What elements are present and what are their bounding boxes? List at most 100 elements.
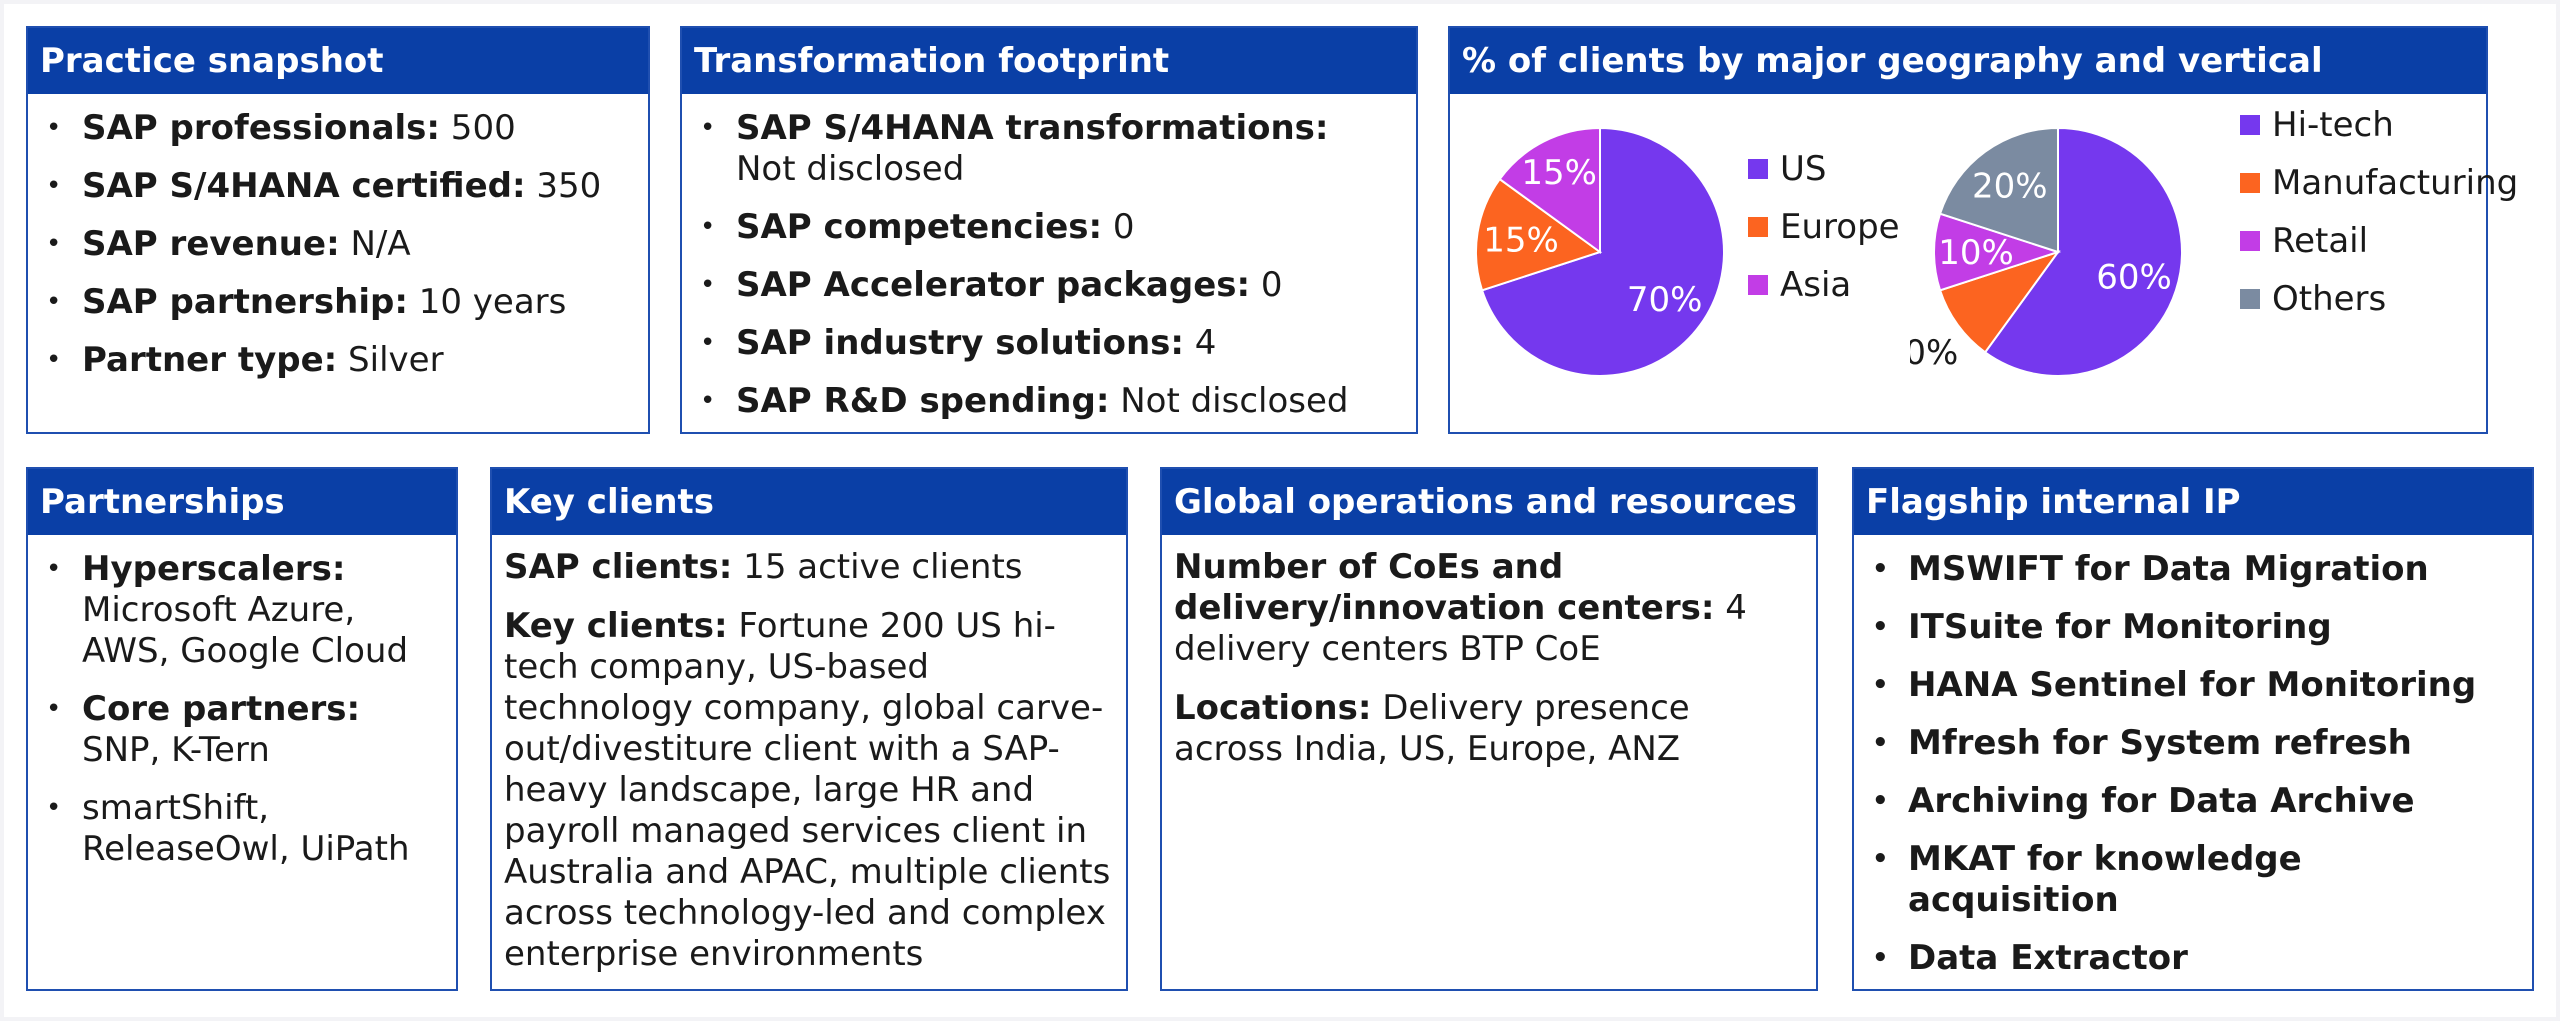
list-item: Core partners:SNP, K-Tern [40, 689, 444, 771]
item-value: 350 [525, 166, 602, 206]
pie-slice-others [1938, 126, 2059, 254]
key-clients-value: Fortune 200 US hi-tech company, US-based… [504, 606, 1111, 974]
legend-label: Europe [1780, 207, 1900, 247]
practice-snapshot-title: Practice snapshot [28, 28, 648, 94]
pie-slice-hi-tech [1983, 126, 2183, 377]
pie-slice-us [1480, 126, 1725, 377]
sap-clients-value: 15 active clients [732, 547, 1023, 587]
item-value: Not disclosed [736, 149, 965, 189]
item-label: SAP revenue: [82, 224, 340, 264]
vertical-pie-chart: 60% 10% 10% 20% [1910, 126, 2183, 377]
partnerships-panel: Partnerships Hyperscalers:Microsoft Azur… [26, 467, 458, 991]
item-value: 500 [440, 108, 516, 148]
sap-clients-label: SAP clients: [504, 547, 733, 587]
list-item: SAP professionals: 500 [40, 108, 636, 149]
list-item: Partner type: Silver [40, 340, 636, 381]
list-item: SAP S/4HANA transformations: Not disclos… [694, 108, 1404, 190]
pie-data-label: 70% [1627, 280, 1703, 320]
item-label: SAP Accelerator packages: [736, 265, 1251, 305]
pie-data-label: 10% [1938, 233, 2014, 273]
global-operations-panel: Global operations and resources Number o… [1160, 467, 1818, 991]
legend-label: Hi-tech [2272, 105, 2394, 145]
legend-label: Retail [2272, 221, 2369, 261]
item-label: SAP S/4HANA transformations: [736, 108, 1329, 148]
partnerships-title: Partnerships [28, 469, 456, 535]
legend-label: Manufacturing [2272, 163, 2519, 203]
geography-vertical-panel: % of clients by major geography and vert… [1448, 26, 2518, 434]
item-value: 0 [1102, 207, 1135, 247]
item-value: 10 years [407, 282, 567, 322]
item-value: Microsoft Azure, AWS, Google Cloud [82, 590, 409, 671]
item-value: N/A [339, 224, 411, 264]
vertical-legend: Hi-tech Manufacturing Retail Others [2240, 96, 2518, 328]
list-item: Archiving for Data Archive [1866, 781, 2520, 822]
transformation-footprint-title: Transformation footprint [682, 28, 1416, 94]
key-clients-panel: Key clients SAP clients: 15 active clien… [490, 467, 1128, 991]
pie-data-label: 15% [1521, 153, 1597, 193]
legend-label: Asia [1780, 265, 1852, 305]
sap-clients-line: SAP clients: 15 active clients [504, 547, 1114, 588]
list-item: SAP competencies: 0 [694, 207, 1404, 248]
legend-item: Hi-tech [2240, 96, 2518, 154]
list-item: ITSuite for Monitoring [1866, 607, 2520, 648]
pie-slice-europe [1475, 177, 1603, 292]
transformation-footprint-panel: Transformation footprint SAP S/4HANA tra… [680, 26, 1418, 434]
legend-item: Europe [1748, 198, 1900, 256]
pie-data-label: 20% [1972, 167, 2048, 207]
pie-data-label: 60% [2096, 258, 2172, 298]
flagship-ip-title: Flagship internal IP [1854, 469, 2532, 535]
legend-swatch [1748, 275, 1768, 295]
item-value: SNP, K-Tern [82, 730, 270, 770]
legend-item: Others [2240, 270, 2518, 328]
legend-swatch [2240, 231, 2260, 251]
locations-label: Locations: [1174, 688, 1372, 728]
geography-pie-chart: 70% 15% 15% [1475, 126, 1725, 377]
legend-swatch [1748, 159, 1768, 179]
list-item: SAP partnership: 10 years [40, 282, 636, 323]
list-item: Data Extractor [1866, 938, 2520, 979]
centers-label: Number of CoEs and delivery/innovation c… [1174, 547, 1715, 628]
legend-swatch [2240, 115, 2260, 135]
pie-data-label: 15% [1483, 220, 1559, 260]
list-item: Hyperscalers:Microsoft Azure, AWS, Googl… [40, 549, 444, 672]
locations-line: Locations: Delivery presence across Indi… [1174, 688, 1804, 770]
legend-swatch [1748, 217, 1768, 237]
list-item: Mfresh for System refresh [1866, 723, 2520, 764]
item-label: Hyperscalers: [82, 549, 346, 589]
list-item: MSWIFT for Data Migration [1866, 549, 2520, 590]
key-clients-title: Key clients [492, 469, 1126, 535]
pie-data-label: 10% [1910, 333, 1958, 373]
locations-value: Delivery presence across India, US, Euro… [1174, 688, 1690, 769]
legend-item: Retail [2240, 212, 2518, 270]
item-label: SAP professionals: [82, 108, 440, 148]
flagship-ip-panel: Flagship internal IP MSWIFT for Data Mig… [1852, 467, 2534, 991]
geography-vertical-title: % of clients by major geography and vert… [1450, 28, 2486, 94]
key-clients-label: Key clients: [504, 606, 728, 646]
list-item: smartShift, ReleaseOwl, UiPath [40, 788, 444, 870]
key-clients-text: Key clients: Fortune 200 US hi-tech comp… [504, 606, 1114, 975]
pie-slice-asia [1498, 126, 1601, 254]
list-item: SAP S/4HANA certified: 350 [40, 166, 636, 207]
item-value: Not disclosed [1109, 381, 1349, 421]
legend-label: Others [2272, 279, 2387, 319]
item-value: Silver [337, 340, 444, 380]
list-item: SAP revenue: N/A [40, 224, 636, 265]
centers-value: 4 delivery centers BTP CoE [1174, 588, 1747, 669]
legend-swatch [2240, 289, 2260, 309]
charts-area: 70% 15% 15% US Europe Asia 60% 10% 10% 20% Hi-t… [1450, 94, 2518, 434]
list-item: SAP R&D spending: Not disclosed [694, 381, 1404, 422]
item-value: 0 [1250, 265, 1283, 305]
item-value: 4 [1183, 323, 1217, 363]
item-label: SAP R&D spending: [736, 381, 1110, 421]
list-item: HANA Sentinel for Monitoring [1866, 665, 2520, 706]
centers-line: Number of CoEs and delivery/innovation c… [1174, 547, 1804, 670]
item-value: smartShift, ReleaseOwl, UiPath [82, 788, 410, 869]
legend-swatch [2240, 173, 2260, 193]
global-operations-title: Global operations and resources [1162, 469, 1816, 535]
pie-slice-manufacturing [1938, 250, 2061, 354]
practice-snapshot-panel: Practice snapshot SAP professionals: 500… [26, 26, 650, 434]
legend-item: US [1748, 140, 1900, 198]
item-label: SAP S/4HANA certified: [82, 166, 526, 206]
list-item: SAP industry solutions: 4 [694, 323, 1404, 364]
item-label: Core partners: [82, 689, 361, 729]
